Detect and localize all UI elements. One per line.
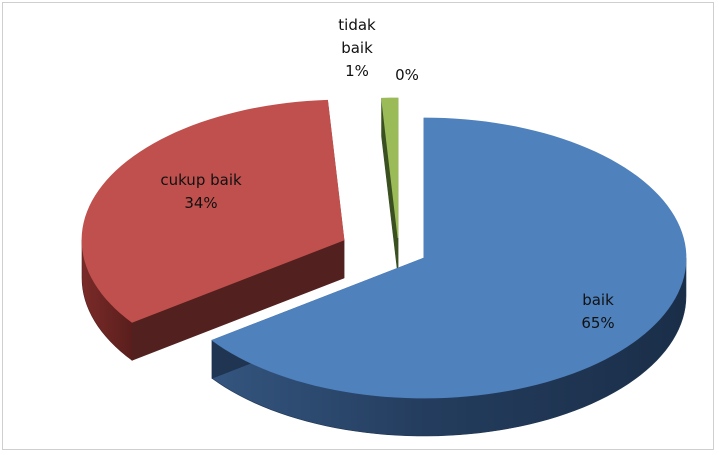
data-label-zero: 0% [395,66,419,84]
data-value-tidak-baik: 1% [345,62,369,80]
data-label-cukup-baik: cukup baik 34% [160,171,242,212]
data-value-cukup-baik: 34% [184,194,217,212]
data-label-baik: baik 65% [581,291,614,332]
pie-slice-tidak-baik [381,97,399,277]
data-value-zero: 0% [395,66,419,84]
data-value-baik: 65% [581,314,614,332]
pie-slice-baik [211,117,687,437]
data-label-tidak-baik: tidak baik 1% [338,16,376,80]
pie-slice-cukup-baik [81,99,345,361]
